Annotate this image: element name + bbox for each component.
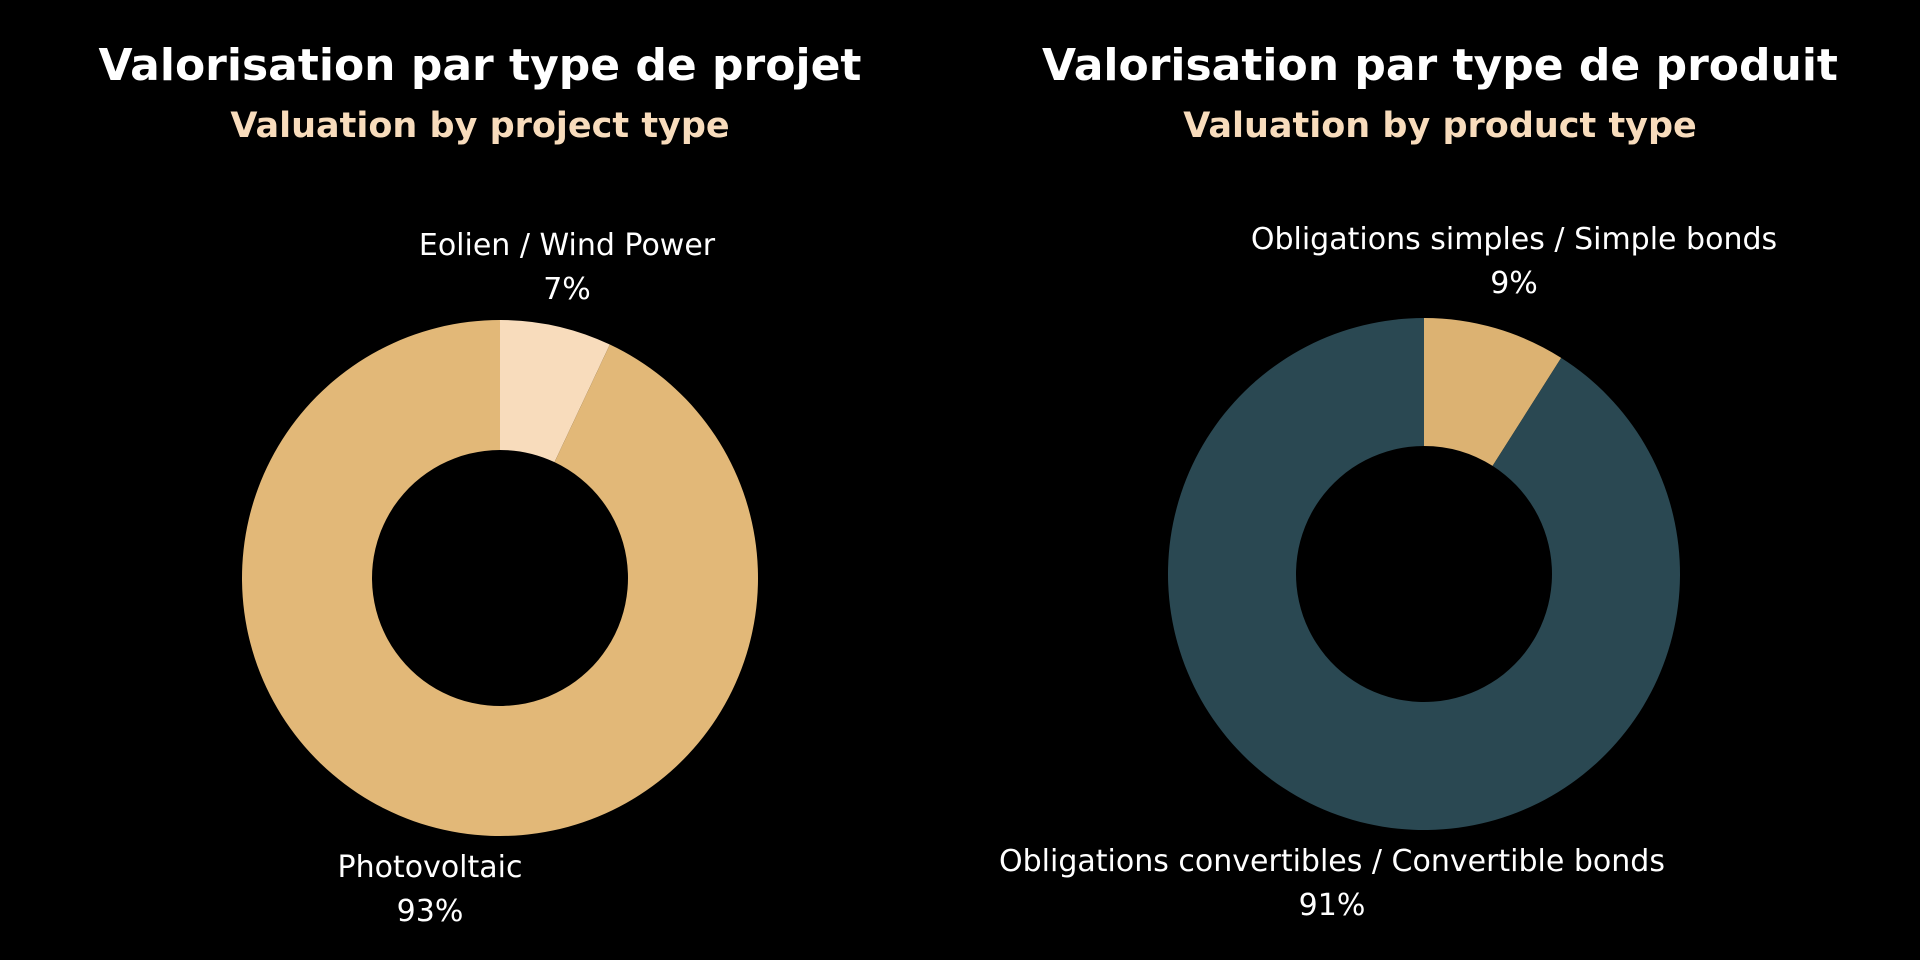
- chart-project-type: Valorisation par type de projet Valuatio…: [98, 40, 862, 934]
- chart-title: Valorisation par type de projet: [98, 40, 862, 91]
- donut-slice-eolien-wind-power: [500, 320, 610, 463]
- slice-value: 9%: [1490, 266, 1538, 301]
- donut-slice-photovoltaic: [241, 320, 759, 837]
- chart-subtitle: Valuation by project type: [230, 106, 730, 146]
- donut-slice-obligations-simples-simple-bonds: [1424, 318, 1562, 466]
- donut-slice-obligations-convertibles-convertible-bonds: [1168, 318, 1680, 831]
- chart-subtitle: Valuation by product type: [1183, 106, 1697, 146]
- slice-label-simple-bonds: Obligations simples / Simple bonds 9%: [1251, 218, 1777, 306]
- chart-title: Valorisation par type de produit: [1042, 40, 1838, 91]
- slice-name: Eolien / Wind Power: [418, 228, 716, 263]
- slice-name: Obligations simples / Simple bonds: [1250, 222, 1778, 257]
- donut-chart: [1168, 318, 1680, 831]
- slice-name: Obligations convertibles / Convertible b…: [999, 844, 1665, 879]
- slice-value: 93%: [396, 894, 464, 929]
- slice-value: 7%: [543, 272, 591, 307]
- donut-chart: [241, 320, 759, 837]
- slice-label-convertible-bonds: Obligations convertibles / Convertible b…: [999, 840, 1665, 928]
- slice-name: Photovoltaic: [337, 850, 523, 885]
- slice-value: 91%: [1298, 888, 1366, 923]
- slice-label-photovoltaic: Photovoltaic 93%: [338, 846, 523, 934]
- chart-product-type: Valorisation par type de produit Valuati…: [960, 0, 1920, 960]
- slice-label-wind-power: Eolien / Wind Power 7%: [419, 224, 715, 312]
